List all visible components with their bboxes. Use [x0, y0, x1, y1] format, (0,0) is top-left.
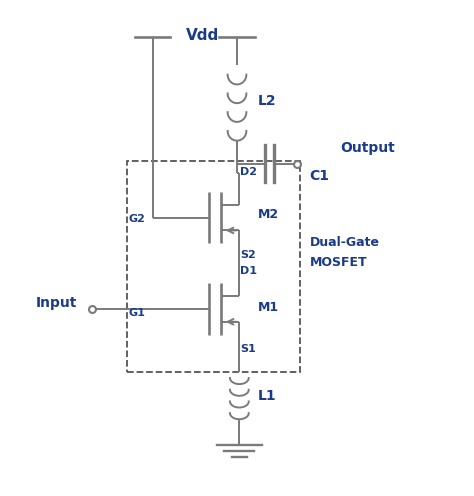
Text: S1: S1 — [240, 344, 256, 354]
Text: G2: G2 — [128, 214, 145, 224]
Text: S2: S2 — [240, 250, 256, 260]
Text: G1: G1 — [128, 308, 145, 318]
Text: Input: Input — [36, 296, 77, 310]
Text: MOSFET: MOSFET — [310, 256, 367, 269]
Text: M1: M1 — [258, 301, 279, 314]
Text: Output: Output — [340, 141, 395, 155]
Bar — [127, 161, 300, 372]
Text: D1: D1 — [240, 266, 257, 276]
Text: Dual-Gate: Dual-Gate — [310, 236, 380, 248]
Text: L1: L1 — [258, 389, 277, 403]
Text: D2: D2 — [240, 167, 257, 178]
Text: Vdd: Vdd — [185, 28, 219, 43]
Text: C1: C1 — [310, 169, 329, 183]
Text: M2: M2 — [258, 207, 279, 221]
Text: L2: L2 — [258, 94, 277, 108]
